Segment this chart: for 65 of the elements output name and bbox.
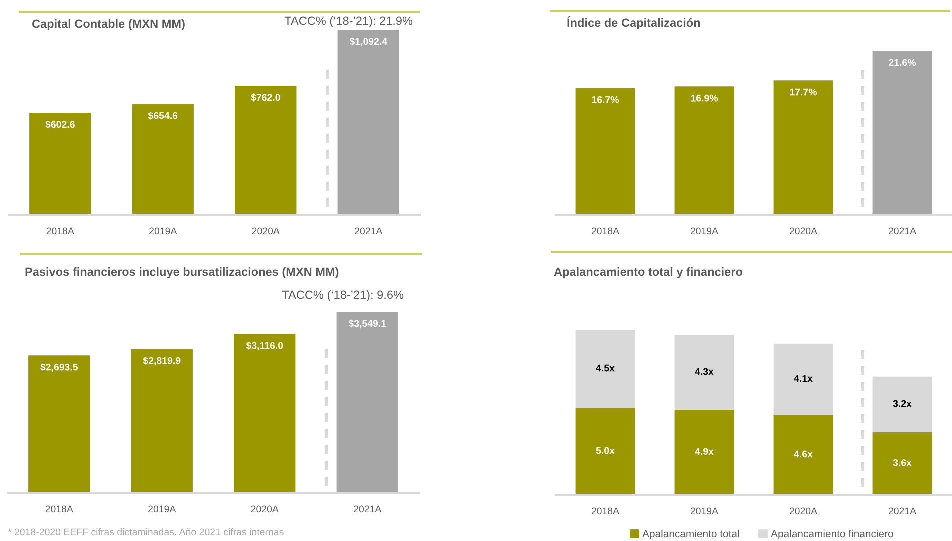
data-label: $3,116.0 xyxy=(246,342,284,351)
bar xyxy=(872,376,932,432)
x-tick-label: 2021A xyxy=(888,508,917,515)
data-label: 5.0x xyxy=(596,447,615,454)
data-label: $2,819.9 xyxy=(143,356,181,366)
bar xyxy=(674,335,734,410)
data-label: 4.5x xyxy=(596,364,615,372)
chart-title: Pasivos financieros incluye bursatilizaciones (MXN MM) xyxy=(26,267,339,279)
bar xyxy=(576,330,636,408)
chart-title: Apalancamiento total y financiero xyxy=(554,267,742,279)
bar xyxy=(774,80,834,215)
bar xyxy=(872,51,932,215)
x-tick-label: 2019A xyxy=(148,506,176,513)
text: TACC% (‘18-’21): 21.9% xyxy=(284,16,413,28)
bar xyxy=(774,415,834,495)
bar xyxy=(132,104,194,215)
data-label: $602.6 xyxy=(46,120,75,129)
data-label: 4.6x xyxy=(794,450,813,458)
data-label: 4.9x xyxy=(695,448,714,456)
data-label: 16.7% xyxy=(592,96,620,104)
data-label: $1,092.4 xyxy=(350,38,388,47)
x-tick-label: 2019A xyxy=(690,508,719,515)
bar xyxy=(674,86,734,215)
x-tick-label: 2018A xyxy=(592,508,620,515)
bar xyxy=(338,30,400,215)
x-tick-label: 2020A xyxy=(252,228,280,235)
text: * 2018-2020 EEFF cifras dictaminadas. Año 2021 cifras internas xyxy=(8,528,284,536)
text: TACC% (‘18-’21): 9.6% xyxy=(282,290,404,302)
x-tick-label: 2021A xyxy=(355,228,383,235)
data-label: $654.6 xyxy=(148,112,178,120)
data-label: 4.1x xyxy=(794,375,813,382)
data-label: $762.0 xyxy=(251,94,280,102)
bar xyxy=(234,334,296,493)
x-tick-label: 2018A xyxy=(592,228,620,235)
data-label: 3.2x xyxy=(893,400,912,408)
data-label: 3.6x xyxy=(893,459,912,466)
bar xyxy=(774,344,834,416)
data-label: 4.3x xyxy=(695,368,714,376)
bar xyxy=(576,88,636,215)
x-tick-label: 2021A xyxy=(888,228,917,235)
bar xyxy=(30,112,92,215)
legend-label: Apalancamiento total xyxy=(642,530,740,540)
bar xyxy=(336,312,398,493)
bar xyxy=(872,432,932,495)
data-label: $3,549.1 xyxy=(348,320,386,329)
chart-title: Capital Contable (MXN MM) xyxy=(32,20,185,31)
chart-title: Índice de Capitalización xyxy=(568,16,700,30)
bar xyxy=(235,86,297,215)
x-tick-label: 2020A xyxy=(790,228,818,235)
bar xyxy=(28,356,90,493)
x-tick-label: 2018A xyxy=(46,506,74,513)
x-tick-label: 2018A xyxy=(46,228,74,235)
data-label: 17.7% xyxy=(790,88,818,96)
data-label: 16.9% xyxy=(691,94,718,102)
bar xyxy=(674,410,734,495)
bar xyxy=(576,408,636,495)
legend-label: Apalancamiento financiero xyxy=(771,530,894,540)
x-tick-label: 2019A xyxy=(690,228,719,235)
x-tick-label: 2021A xyxy=(354,506,382,513)
data-label: $2,693.5 xyxy=(40,363,78,372)
x-tick-label: 2020A xyxy=(251,506,279,513)
x-tick-label: 2020A xyxy=(790,508,818,515)
x-tick-label: 2019A xyxy=(150,228,178,235)
bar xyxy=(131,349,193,493)
data-label: 21.6% xyxy=(889,59,916,66)
